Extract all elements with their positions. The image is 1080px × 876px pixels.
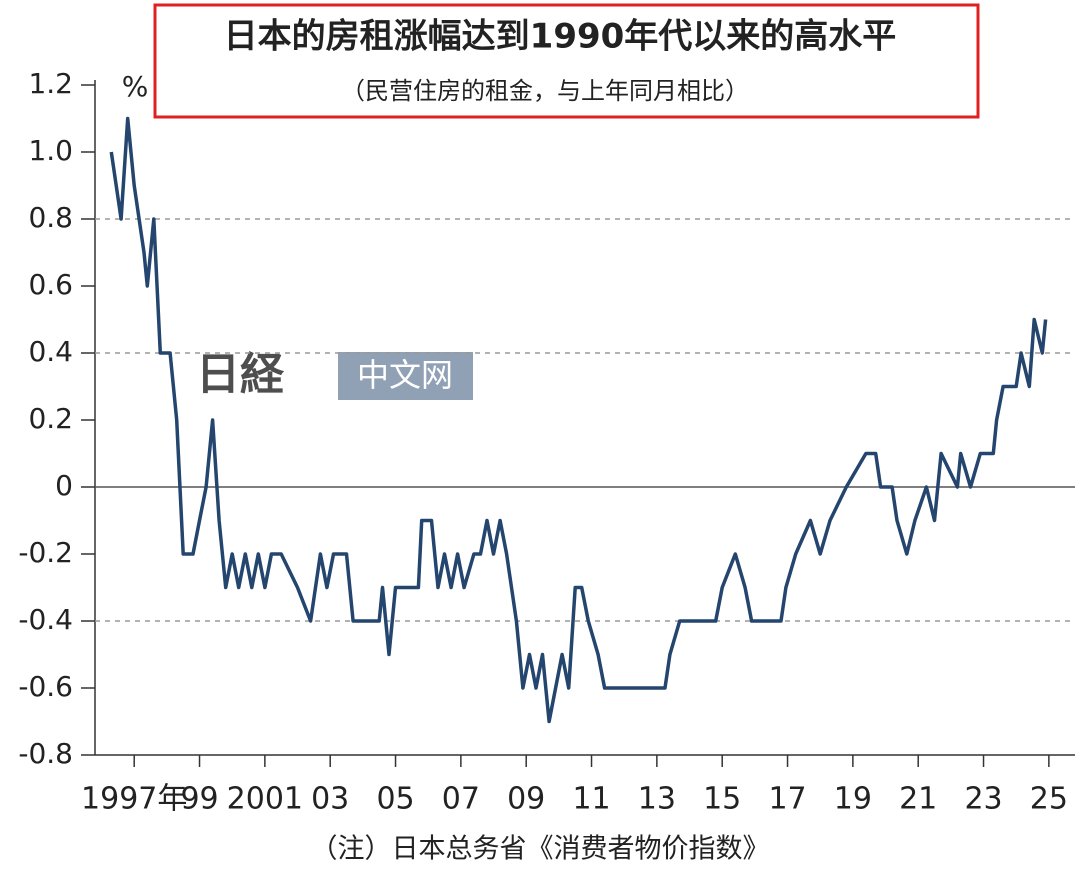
y-tick-label: 0.2 — [28, 402, 73, 435]
y-tick-label: 1.2 — [28, 67, 73, 100]
y-tick-label: 0.8 — [28, 201, 73, 234]
x-tick-label: 17 — [768, 782, 806, 817]
y-tick-label: 0.4 — [28, 335, 73, 368]
data-line — [109, 116, 1048, 724]
x-tick-label: 09 — [507, 782, 545, 817]
y-tick-label: 1.0 — [28, 134, 73, 167]
watermark-box — [338, 352, 473, 400]
y-unit: % — [122, 70, 149, 103]
x-tick-label: 03 — [311, 782, 349, 817]
x-tick-label: 07 — [442, 782, 480, 817]
x-tick-label: 13 — [638, 782, 676, 817]
y-tick-label: -0.2 — [18, 536, 73, 569]
y-tick-label: -0.6 — [18, 670, 73, 703]
x-tick-label: 2001 — [227, 782, 303, 817]
x-tick-label: 19 — [834, 782, 872, 817]
x-tick-label: 05 — [376, 782, 414, 817]
watermark-logo: 日経 — [196, 349, 285, 400]
y-tick-label: 0.6 — [28, 268, 73, 301]
x-tick-label: 11 — [572, 782, 610, 817]
x-tick-label: 99 — [180, 782, 218, 817]
y-tick-label: 0 — [55, 469, 73, 502]
chart-title: 日本的房租涨幅达到1990年代以来的高水平 — [224, 17, 897, 57]
chart-subtitle: （民营住房的租金，与上年同月相比） — [341, 77, 749, 105]
watermark-text: 中文网 — [357, 356, 453, 394]
x-tick-label: 23 — [964, 782, 1002, 817]
x-tick-label: 21 — [899, 782, 937, 817]
x-tick-label: 25 — [1030, 782, 1068, 817]
x-tick-label: 15 — [703, 782, 741, 817]
note: （注）日本总务省《消费者物价指数》 — [311, 834, 770, 865]
y-tick-label: -0.8 — [18, 737, 73, 770]
title-box — [153, 3, 980, 119]
y-tick-label: -0.4 — [18, 603, 73, 636]
x-tick-label: 1997年 — [81, 782, 187, 817]
